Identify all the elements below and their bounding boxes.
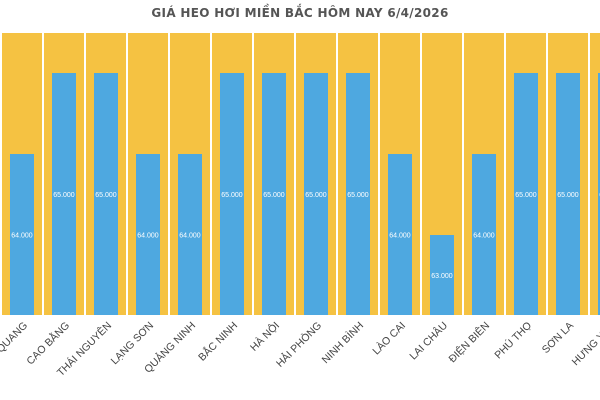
data-label: 63.000 — [431, 273, 453, 280]
column-band — [590, 33, 600, 315]
tick-label: LÀO CAI — [370, 319, 408, 357]
tick-label: HÀ NỘI — [247, 319, 282, 354]
data-label: 65.000 — [95, 192, 117, 199]
tick-label: BẮC NINH — [195, 319, 240, 364]
data-label: 65.000 — [557, 192, 579, 199]
data-label: 65.000 — [53, 192, 75, 199]
bar — [10, 154, 34, 315]
tick-label: HẢI PHÒNG — [273, 319, 324, 370]
tick-label: TUYÊN QUANG — [0, 319, 30, 383]
data-label: 65.000 — [305, 192, 327, 199]
tick-label: PHÚ THỌ — [492, 319, 534, 361]
bar — [136, 154, 160, 315]
chart-title: GIÁ HEO HƠI MIỀN BẮC HÔM NAY 6/4/2026 — [151, 6, 449, 20]
bar — [472, 154, 496, 315]
tick-label: NINH BÌNH — [319, 319, 366, 366]
bar — [430, 235, 454, 315]
bar — [346, 73, 370, 315]
data-label: 65.000 — [347, 192, 369, 199]
bar — [94, 73, 118, 315]
data-label: 64.000 — [389, 233, 411, 240]
bar — [514, 73, 538, 315]
bar — [556, 73, 580, 315]
bar — [220, 73, 244, 315]
data-label: 65.000 — [221, 192, 243, 199]
bar — [178, 154, 202, 315]
data-label: 64.000 — [473, 233, 495, 240]
data-label: 65.000 — [263, 192, 285, 199]
data-label: 64.000 — [11, 233, 33, 240]
data-label: 65.000 — [515, 192, 537, 199]
tick-label: LAI CHÂU — [407, 319, 450, 362]
bar — [304, 73, 328, 315]
data-label: 64.000 — [179, 233, 201, 240]
bar — [598, 73, 600, 315]
tick-label: ĐIỆN BIÊN — [446, 319, 492, 365]
bar — [52, 73, 76, 315]
data-label: 64.000 — [137, 233, 159, 240]
tick-label: SƠN LA — [540, 320, 576, 356]
bar — [262, 73, 286, 315]
bar — [388, 154, 412, 315]
